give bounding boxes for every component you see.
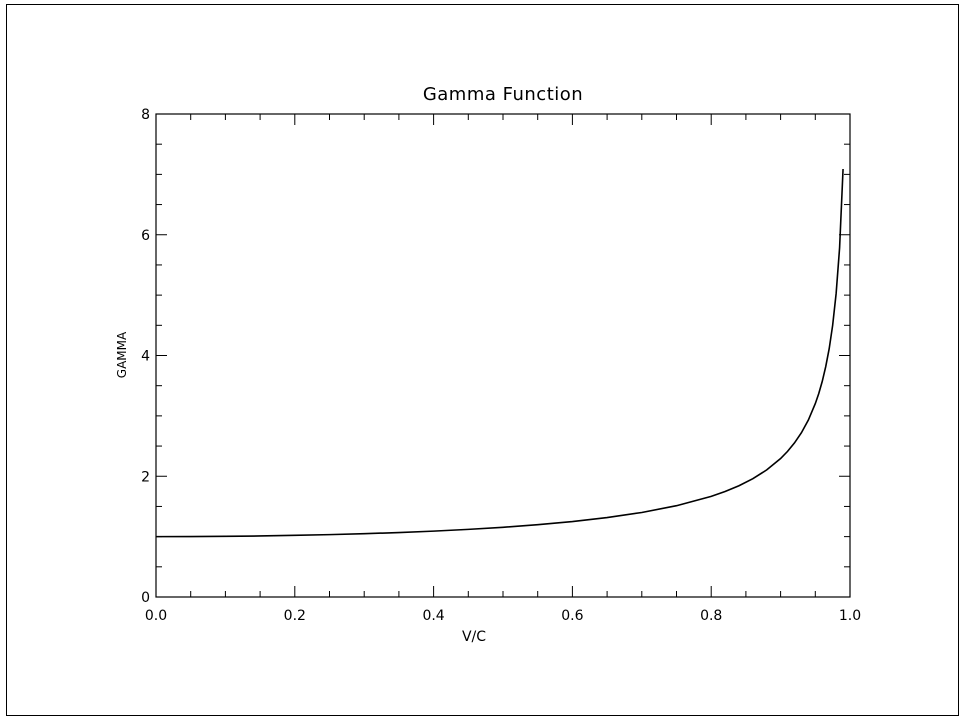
- gamma-curve: [156, 169, 843, 537]
- tick-labels: 0.0 0.2 0.4 0.6 0.8 1.0 0 2 4 6 8: [141, 107, 861, 624]
- chart-title: Gamma Function: [423, 84, 583, 105]
- y-tick-label: 6: [141, 228, 150, 244]
- x-tick-label: 1.0: [839, 608, 861, 624]
- y-tick-label: 0: [141, 590, 150, 606]
- y-tick-label: 8: [141, 107, 150, 123]
- x-tick-label: 0.8: [700, 608, 722, 624]
- x-axis-title: V/C: [462, 629, 486, 645]
- x-tick-label: 0.2: [284, 608, 306, 624]
- y-tick-label: 2: [141, 469, 150, 485]
- plot-area: [156, 114, 850, 597]
- axis-ticks: [156, 114, 850, 597]
- y-axis-title: GAMMA: [115, 331, 129, 378]
- y-tick-label: 4: [141, 349, 150, 365]
- x-tick-label: 0.4: [422, 608, 444, 624]
- x-tick-label: 0.0: [145, 608, 167, 624]
- x-tick-label: 0.6: [561, 608, 583, 624]
